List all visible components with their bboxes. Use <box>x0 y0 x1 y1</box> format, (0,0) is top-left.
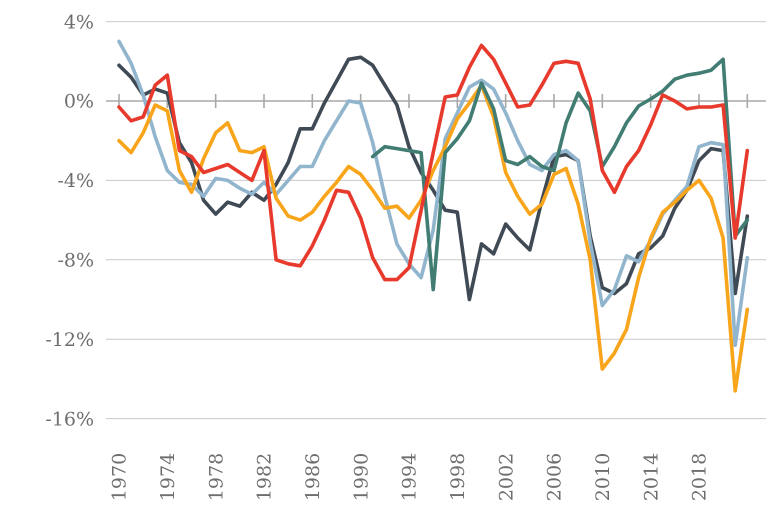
y-axis-tick-label: -12% <box>45 329 94 351</box>
x-axis-tick-label: 2010 <box>592 453 614 501</box>
x-axis-tick-label: 2018 <box>689 453 711 501</box>
x-axis-tick-label: 1978 <box>205 453 227 501</box>
x-axis-tick-label: 2006 <box>544 453 566 501</box>
x-axis-tick-label: 1990 <box>350 453 372 501</box>
x-axis-tick-label: 1974 <box>157 453 179 501</box>
x-axis-tick-label: 1982 <box>254 453 276 501</box>
x-axis-tick-label: 1994 <box>399 453 421 501</box>
series-line-charcoal <box>117 55 750 302</box>
x-axis-tick-label: 1986 <box>302 453 324 501</box>
y-axis-tick-label: -4% <box>57 170 94 192</box>
x-axis-tick-label: 1970 <box>109 453 131 501</box>
series-line-light-blue <box>117 39 750 347</box>
series-line-teal <box>370 57 750 292</box>
y-axis-tick-label: 4% <box>64 11 94 33</box>
x-axis-tick-label: 1998 <box>447 453 469 501</box>
x-axis-tick-label: 2014 <box>640 453 662 501</box>
series-line-red <box>117 43 750 282</box>
series-line-orange <box>117 83 750 393</box>
y-axis-tick-label: -8% <box>57 249 94 271</box>
x-axis-tick-label: 2002 <box>495 453 517 501</box>
y-axis-tick-label: -16% <box>45 408 94 430</box>
y-axis-tick-label: 0% <box>64 91 94 113</box>
